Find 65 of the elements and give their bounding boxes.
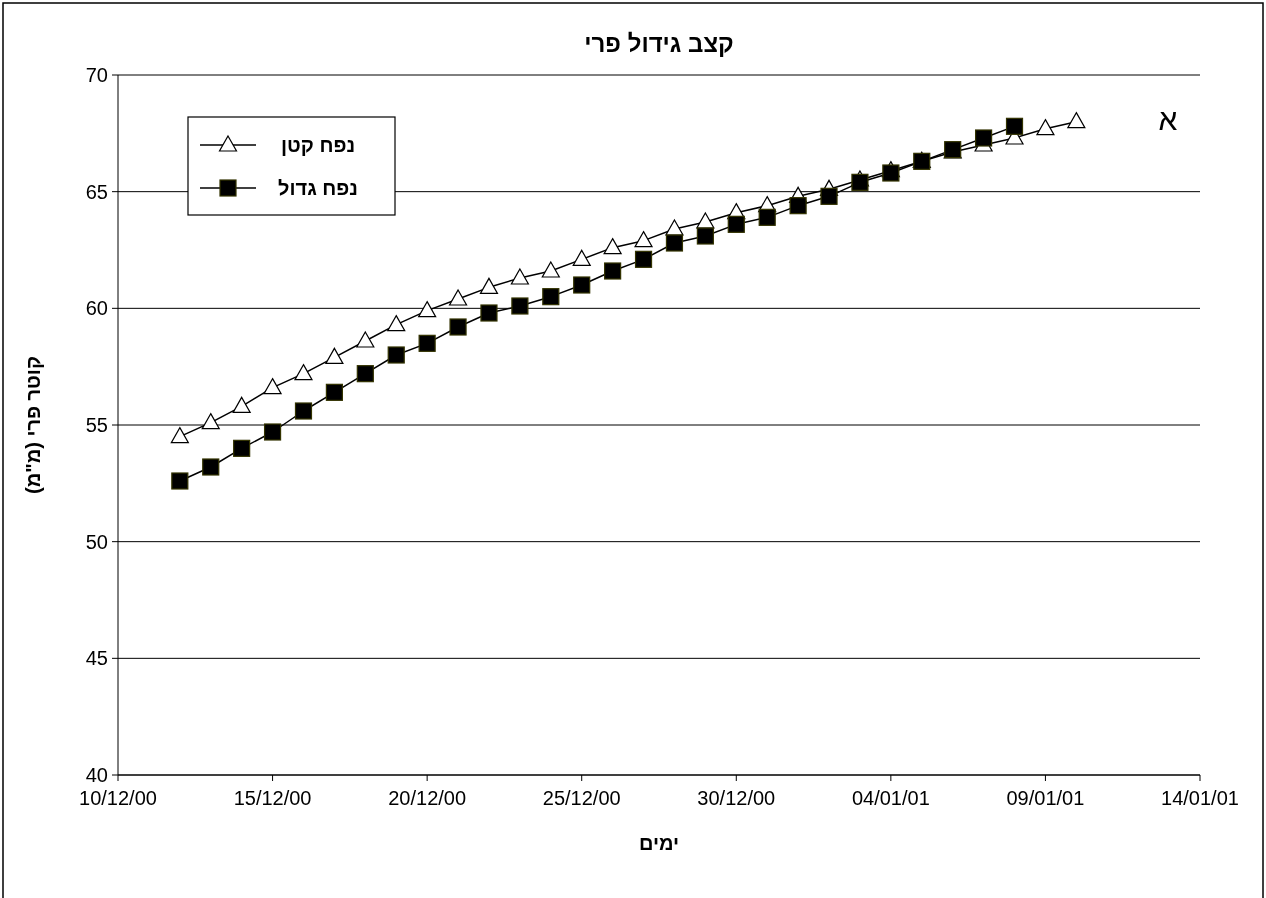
point	[325, 347, 344, 364]
point	[1005, 117, 1024, 135]
point	[1067, 112, 1086, 129]
y-tick-label: 65	[85, 180, 108, 203]
x-tick-label: 14/01/01	[1161, 787, 1239, 809]
x-tick-label: 10/12/00	[79, 787, 157, 809]
x-axis-title: ימים	[638, 832, 680, 854]
y-tick-label: 70	[85, 64, 108, 86]
x-tick-label: 15/12/00	[233, 787, 312, 809]
point	[294, 402, 313, 420]
y-axis-title: קוטר פרי (מ"מ)	[22, 356, 44, 494]
point	[418, 301, 437, 318]
point	[820, 187, 838, 205]
point	[356, 365, 374, 383]
point	[541, 261, 560, 278]
y-tick-label: 40	[85, 764, 108, 786]
y-tick-label: 45	[85, 647, 108, 670]
point	[263, 378, 282, 395]
point	[233, 439, 251, 457]
point	[634, 250, 653, 268]
point	[573, 276, 591, 294]
point	[882, 164, 900, 182]
point	[510, 268, 529, 285]
point	[418, 334, 436, 352]
point	[727, 215, 745, 233]
point	[448, 289, 468, 306]
x-tick-label: 20/12/00	[388, 787, 467, 809]
legend-label: נפח גדול	[278, 177, 358, 199]
point	[634, 231, 653, 248]
point	[789, 197, 807, 215]
x-tick-label: 25/12/00	[542, 787, 621, 809]
point	[603, 238, 622, 255]
point	[325, 383, 343, 401]
point	[387, 346, 405, 364]
point	[294, 364, 313, 381]
x-tick-label: 04/01/01	[851, 787, 930, 809]
x-tick-label: 30/12/00	[697, 787, 776, 809]
point	[449, 318, 467, 336]
y-tick-label: 55	[85, 414, 108, 436]
x-tick-label: 09/01/01	[1006, 787, 1085, 809]
point	[387, 315, 406, 332]
point	[975, 129, 993, 147]
y-tick-label: 50	[85, 530, 108, 553]
point	[542, 288, 560, 306]
point	[604, 262, 622, 280]
point	[170, 427, 189, 444]
point	[263, 423, 282, 441]
point	[665, 234, 684, 252]
legend-label: נפח קטן	[280, 134, 356, 156]
point	[202, 458, 220, 476]
point	[480, 304, 498, 322]
point	[851, 173, 869, 191]
y-tick-label: 60	[85, 297, 108, 320]
point	[511, 297, 529, 315]
point	[201, 413, 220, 430]
chart-title: קצב גידול פרי	[584, 30, 734, 57]
point	[696, 227, 714, 245]
point	[232, 396, 251, 413]
annotation: א	[1158, 103, 1178, 136]
point	[171, 472, 189, 490]
point	[479, 277, 499, 294]
point	[758, 208, 776, 226]
point	[572, 249, 591, 266]
point	[1036, 119, 1055, 136]
point	[356, 331, 375, 348]
